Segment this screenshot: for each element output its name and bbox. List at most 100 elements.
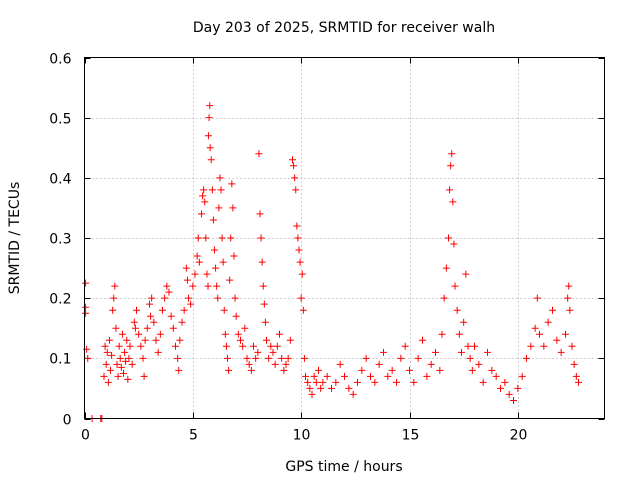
data-point — [237, 336, 244, 344]
data-point — [570, 360, 578, 368]
data-point — [220, 306, 228, 314]
data-point — [245, 360, 253, 368]
data-point — [185, 294, 192, 302]
data-point — [221, 330, 229, 338]
data-point — [254, 348, 262, 356]
data-point — [345, 384, 353, 392]
data-point — [380, 348, 387, 356]
data-point — [109, 306, 117, 314]
data-point — [445, 234, 452, 242]
data-point — [163, 282, 171, 290]
data-point — [290, 162, 298, 170]
data-point — [514, 384, 522, 392]
data-point — [178, 318, 186, 326]
data-point — [488, 366, 496, 374]
data-point — [328, 384, 335, 392]
data-point — [205, 114, 213, 122]
data-point — [371, 378, 379, 386]
data-point — [148, 294, 156, 302]
data-point — [252, 354, 260, 362]
data-point — [103, 348, 111, 356]
data-point — [257, 234, 265, 242]
data-point — [165, 288, 173, 296]
ticks: 0 0.1 0.2 0.3 0.4 0.5 0.6 0 5 10 15 20 — [49, 52, 605, 444]
data-point — [112, 324, 120, 332]
data-point — [156, 330, 164, 338]
data-point — [218, 234, 226, 242]
data-point — [121, 348, 129, 356]
data-point — [250, 342, 257, 350]
data-point — [397, 354, 405, 362]
data-point — [117, 363, 125, 371]
data-point — [104, 378, 112, 386]
data-point — [284, 354, 292, 362]
data-point — [202, 234, 210, 242]
data-point — [269, 348, 277, 356]
data-point — [228, 180, 236, 188]
data-point — [139, 354, 147, 362]
y-tick-label: 0 — [63, 413, 72, 429]
data-point — [375, 360, 383, 368]
data-point — [113, 360, 121, 368]
x-tick-label: 5 — [189, 428, 198, 444]
data-point — [133, 306, 140, 314]
data-point — [419, 336, 426, 344]
data-point — [116, 354, 124, 362]
data-point — [442, 264, 450, 272]
data-point — [336, 360, 344, 368]
data-point — [289, 156, 296, 164]
data-point — [296, 258, 304, 266]
grid — [84, 57, 605, 419]
data-point — [308, 390, 316, 398]
data-point — [209, 216, 217, 224]
data-point — [293, 222, 301, 230]
data-point — [172, 342, 179, 350]
data-point — [575, 378, 582, 386]
data-point — [82, 309, 90, 317]
data-point — [204, 282, 212, 290]
data-point — [450, 240, 458, 248]
data-point — [451, 282, 459, 290]
data-point — [401, 342, 409, 350]
data-point — [562, 330, 569, 338]
data-point — [410, 378, 418, 386]
data-point — [199, 192, 207, 200]
data-point — [187, 300, 195, 308]
data-point — [232, 312, 240, 320]
y-tick-label: 0.2 — [49, 292, 71, 308]
data-point — [302, 372, 309, 380]
data-point — [440, 294, 448, 302]
data-point — [125, 354, 133, 362]
data-point — [204, 132, 212, 140]
data-point — [414, 354, 422, 362]
data-point — [111, 282, 119, 290]
data-point — [449, 198, 457, 206]
data-point — [533, 294, 541, 302]
x-axis-title: GPS time / hours — [285, 459, 402, 475]
data-point — [501, 378, 509, 386]
data-point — [141, 336, 149, 344]
data-point — [261, 318, 269, 326]
data-point — [183, 276, 191, 284]
data-point — [531, 324, 539, 332]
data-point — [124, 375, 132, 383]
plot-frame — [84, 57, 605, 419]
data-point — [312, 378, 320, 386]
data-point — [388, 366, 396, 374]
data-point — [135, 330, 143, 338]
data-point — [120, 369, 127, 377]
data-point — [146, 300, 153, 308]
data-point — [271, 360, 279, 368]
data-point — [194, 234, 202, 242]
data-point — [130, 318, 138, 326]
data-point — [213, 282, 221, 290]
data-point — [523, 354, 530, 362]
data-point — [362, 354, 370, 362]
y-tick-label: 0.1 — [49, 352, 71, 368]
data-point — [497, 384, 504, 392]
data-point — [143, 324, 151, 332]
data-point — [557, 348, 565, 356]
y-tick-label: 0.5 — [49, 112, 71, 128]
data-point — [358, 366, 366, 374]
